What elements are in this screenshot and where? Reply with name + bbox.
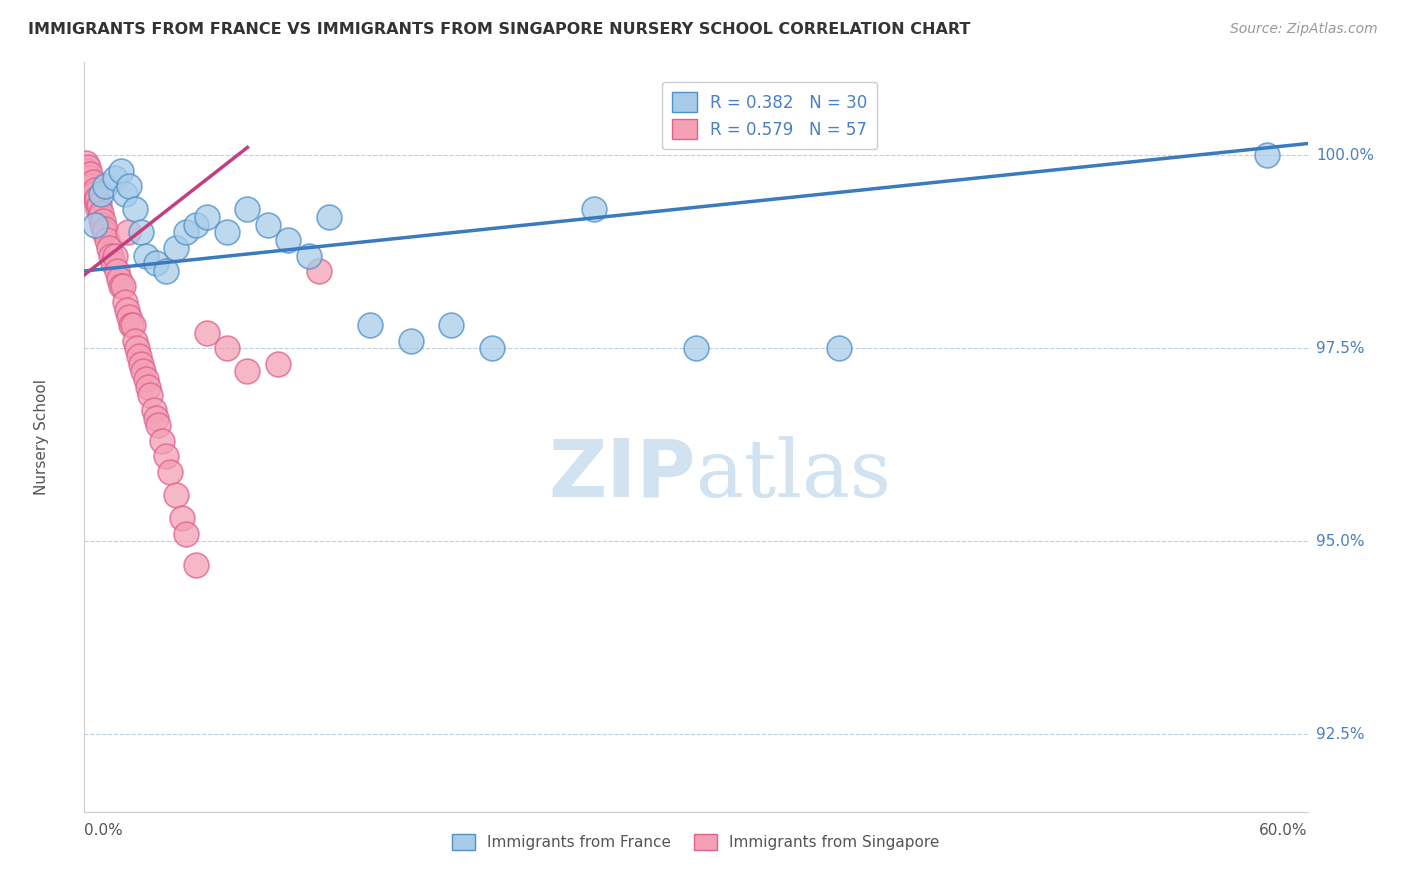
- Point: [135, 248, 157, 262]
- Point: [84, 194, 107, 209]
- Point: [828, 341, 851, 355]
- Point: [277, 233, 299, 247]
- Point: [89, 210, 111, 224]
- Point: [77, 160, 100, 174]
- Point: [142, 403, 165, 417]
- Point: [174, 526, 197, 541]
- Text: 60.0%: 60.0%: [1260, 823, 1308, 838]
- Point: [104, 248, 127, 262]
- Point: [110, 279, 132, 293]
- Point: [83, 186, 105, 201]
- Point: [82, 175, 104, 189]
- Point: [146, 418, 169, 433]
- Point: [298, 248, 321, 262]
- Point: [124, 334, 146, 348]
- Point: [236, 364, 259, 378]
- Text: atlas: atlas: [696, 435, 891, 514]
- Point: [257, 218, 280, 232]
- Text: 0.0%: 0.0%: [84, 823, 124, 838]
- Text: Nursery School: Nursery School: [34, 379, 49, 495]
- Point: [195, 326, 218, 340]
- Point: [159, 465, 181, 479]
- Point: [174, 226, 197, 240]
- Point: [195, 210, 218, 224]
- Point: [172, 511, 194, 525]
- Point: [186, 218, 208, 232]
- Point: [75, 156, 97, 170]
- Text: ZIP: ZIP: [548, 435, 696, 514]
- Point: [308, 264, 330, 278]
- Point: [236, 202, 259, 217]
- Point: [120, 318, 142, 332]
- Point: [145, 410, 167, 425]
- Text: 92.5%: 92.5%: [1316, 727, 1364, 742]
- Point: [1256, 148, 1278, 162]
- Point: [97, 241, 120, 255]
- Point: [93, 179, 115, 194]
- Text: Source: ZipAtlas.com: Source: ZipAtlas.com: [1230, 22, 1378, 37]
- Point: [93, 221, 115, 235]
- Point: [93, 226, 115, 240]
- Point: [165, 488, 187, 502]
- Point: [145, 256, 167, 270]
- Point: [583, 202, 606, 217]
- Point: [86, 191, 108, 205]
- Point: [108, 271, 131, 285]
- Point: [79, 171, 101, 186]
- Point: [165, 241, 187, 255]
- Text: 97.5%: 97.5%: [1316, 341, 1364, 356]
- Point: [267, 357, 290, 371]
- Text: 95.0%: 95.0%: [1316, 533, 1364, 549]
- Point: [105, 264, 128, 278]
- Point: [100, 248, 122, 262]
- Point: [122, 318, 145, 332]
- Point: [117, 226, 139, 240]
- Text: IMMIGRANTS FROM FRANCE VS IMMIGRANTS FROM SINGAPORE NURSERY SCHOOL CORRELATION C: IMMIGRANTS FROM FRANCE VS IMMIGRANTS FRO…: [28, 22, 970, 37]
- Text: 100.0%: 100.0%: [1316, 148, 1374, 162]
- Point: [132, 364, 155, 378]
- Point: [114, 186, 136, 201]
- Legend: Immigrants from France, Immigrants from Singapore: Immigrants from France, Immigrants from …: [446, 829, 946, 856]
- Point: [127, 341, 149, 355]
- Point: [118, 179, 141, 194]
- Point: [136, 380, 159, 394]
- Point: [101, 256, 124, 270]
- Point: [135, 372, 157, 386]
- Point: [76, 163, 98, 178]
- Point: [118, 310, 141, 325]
- Point: [115, 302, 138, 317]
- Point: [131, 357, 153, 371]
- Point: [110, 163, 132, 178]
- Point: [155, 450, 177, 464]
- Point: [217, 226, 239, 240]
- Point: [150, 434, 173, 448]
- Point: [83, 218, 105, 232]
- Point: [440, 318, 463, 332]
- Point: [83, 183, 105, 197]
- Point: [86, 202, 108, 217]
- Point: [155, 264, 177, 278]
- Point: [685, 341, 707, 355]
- Point: [79, 168, 101, 182]
- Point: [90, 218, 112, 232]
- Point: [90, 186, 112, 201]
- Point: [131, 226, 153, 240]
- Point: [318, 210, 340, 224]
- Point: [90, 206, 112, 220]
- Point: [399, 334, 422, 348]
- Point: [112, 279, 135, 293]
- Point: [87, 198, 110, 212]
- Point: [138, 387, 160, 401]
- Point: [114, 294, 136, 309]
- Point: [217, 341, 239, 355]
- Point: [186, 558, 208, 572]
- Point: [359, 318, 381, 332]
- Point: [91, 214, 114, 228]
- Point: [128, 349, 150, 363]
- Point: [124, 202, 146, 217]
- Point: [481, 341, 503, 355]
- Point: [96, 233, 118, 247]
- Point: [80, 179, 103, 194]
- Point: [104, 171, 127, 186]
